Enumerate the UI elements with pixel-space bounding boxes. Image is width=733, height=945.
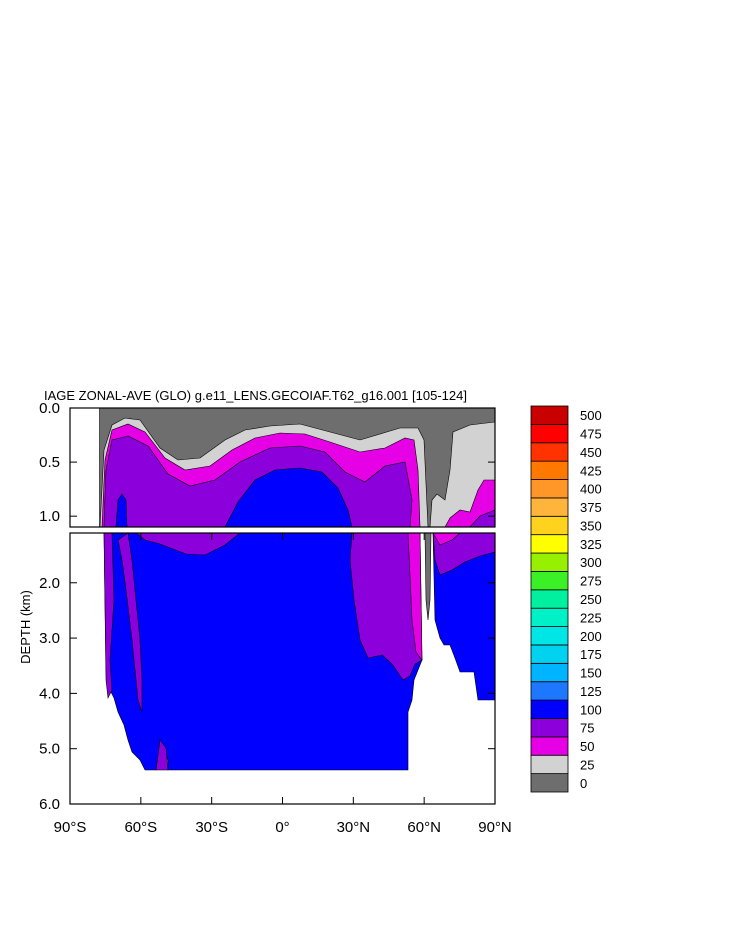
colorbar: 0 25 50 75 100 125 150 175 200 225 250 275 300 325 350… xyxy=(530,405,602,793)
colorbar-box xyxy=(530,681,569,701)
colorbar-label: 375 xyxy=(580,500,602,515)
arctic-grey-sill xyxy=(424,533,432,621)
colorbar-box xyxy=(530,552,569,572)
arctic-purple-deep xyxy=(432,533,495,576)
colorbar-box xyxy=(530,405,569,425)
colorbar-box xyxy=(530,754,569,775)
y-tick-label: 4.0 xyxy=(39,685,60,702)
colorbar-label: 350 xyxy=(580,518,602,533)
colorbar-box xyxy=(530,442,569,462)
colorbar-label: 475 xyxy=(580,427,602,442)
contour-fill-100-125-upper xyxy=(224,467,353,527)
x-tick-label: 0° xyxy=(275,819,289,836)
contour-fill-50-75-deep-north xyxy=(407,533,423,661)
y-tick-label: 5.0 xyxy=(39,741,60,758)
y-tick-label: 3.0 xyxy=(39,630,60,647)
arctic-purple-upper xyxy=(469,509,495,527)
colorbar-box xyxy=(530,571,569,591)
colorbar-box xyxy=(530,460,569,480)
colorbar-box xyxy=(530,479,569,499)
colorbar-label: 100 xyxy=(580,702,602,717)
colorbar-box xyxy=(530,662,569,683)
colorbar-label: 500 xyxy=(580,408,602,423)
colorbar-box xyxy=(530,534,569,554)
y-tick-label: 1.0 xyxy=(39,508,60,525)
y-tick-label: 2.0 xyxy=(39,575,60,592)
colorbar-label: 50 xyxy=(580,739,594,754)
colorbar-box xyxy=(530,515,569,536)
colorbar-box xyxy=(530,718,569,738)
x-tick-label: 30°N xyxy=(337,819,371,836)
colorbar-box xyxy=(530,423,569,444)
contour-fill-75-100-antarctic xyxy=(103,533,115,700)
x-tick-label: 90°S xyxy=(54,819,87,836)
colorbar-label: 175 xyxy=(580,647,602,662)
colorbar-label: 0 xyxy=(580,776,587,791)
y-tick-label: 6.0 xyxy=(39,796,60,813)
colorbar-box xyxy=(530,589,569,609)
y-axis-label: DEPTH (km) xyxy=(18,590,33,664)
chart-title: IAGE ZONAL-AVE (GLO) g.e11_LENS.GECOIAF.… xyxy=(44,388,467,403)
colorbar-label: 125 xyxy=(580,684,602,699)
arctic-magenta-deep xyxy=(432,533,461,546)
contour-fill-100-125-sliver xyxy=(115,493,128,527)
colorbar-label: 225 xyxy=(580,610,602,625)
x-tick-label: 60°S xyxy=(124,819,157,836)
colorbar-label: 150 xyxy=(580,666,602,681)
colorbar-label: 300 xyxy=(580,555,602,570)
colorbar-box xyxy=(530,607,569,627)
y-tick-label: 0.0 xyxy=(39,400,60,417)
contour-fill-75-100-deep-south xyxy=(117,533,143,713)
colorbar-label: 325 xyxy=(580,537,602,552)
lower-depth-panel xyxy=(70,533,495,804)
colorbar-box xyxy=(530,497,569,517)
contour-fill-75-100-weddell xyxy=(155,739,169,771)
colorbar-box xyxy=(530,699,569,719)
x-tick-label: 90°N xyxy=(478,819,512,836)
colorbar-box xyxy=(530,736,569,756)
colorbar-label: 200 xyxy=(580,629,602,644)
colorbar-box xyxy=(530,626,569,646)
colorbar-label: 450 xyxy=(580,445,602,460)
x-tick-label: 30°S xyxy=(195,819,228,836)
upper-depth-panel xyxy=(70,408,495,527)
colorbar-box xyxy=(530,773,569,793)
arctic-blue-deep xyxy=(432,533,495,701)
upper-panel-frame xyxy=(69,407,496,528)
y-axis: 0.0 0.5 1.0 2.0 3.0 4.0 5.0 6.0 xyxy=(39,400,495,813)
contour-fill-75-100-shelf xyxy=(135,533,241,556)
colorbar-label: 425 xyxy=(580,463,602,478)
y-tick-label: 0.5 xyxy=(39,454,60,471)
colorbar-label: 400 xyxy=(580,482,602,497)
colorbar-label: 25 xyxy=(580,757,594,772)
colorbar-label: 75 xyxy=(580,721,594,736)
colorbar-box xyxy=(530,644,569,664)
colorbar-label: 275 xyxy=(580,574,602,589)
colorbar-label: 250 xyxy=(580,592,602,607)
x-tick-label: 60°N xyxy=(407,819,441,836)
x-axis: 90°S 60°S 30°S 0° 30°N 60°N 90°N xyxy=(54,533,512,836)
